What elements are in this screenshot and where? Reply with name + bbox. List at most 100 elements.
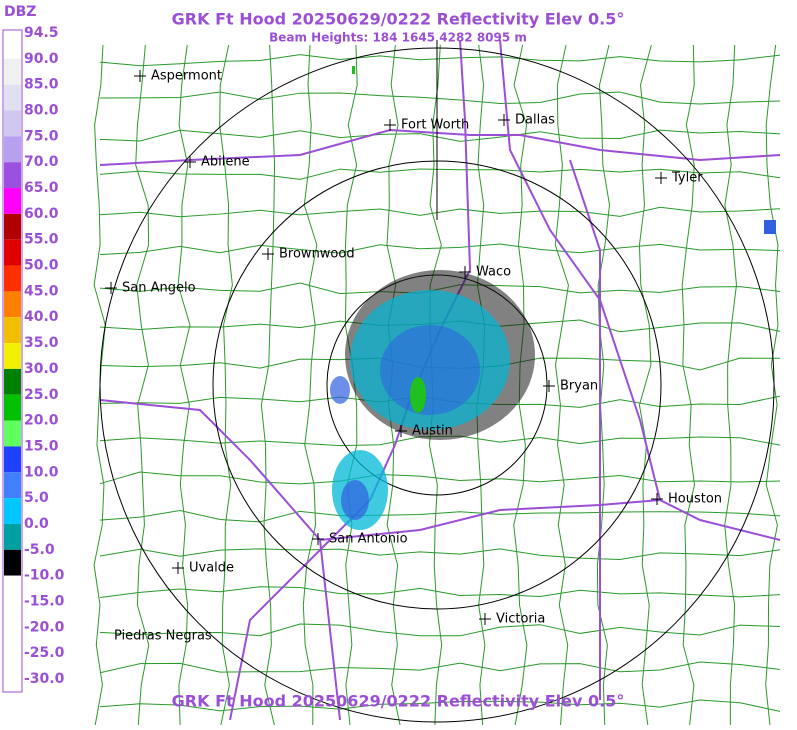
echoes xyxy=(330,66,776,530)
legend-unit: DBZ xyxy=(4,4,36,20)
county-line xyxy=(554,44,569,726)
highways xyxy=(99,39,781,721)
legend-swatch xyxy=(4,446,21,473)
legend-label: 20.0 xyxy=(24,413,59,429)
city-label: Waco xyxy=(476,265,511,280)
county-line xyxy=(302,44,318,726)
legend-swatch xyxy=(4,136,21,163)
legend-swatch xyxy=(4,213,21,240)
legend-label: 10.0 xyxy=(24,464,59,480)
legend-label: 55.0 xyxy=(24,232,59,248)
legend-label: 60.0 xyxy=(24,206,59,222)
city-marker xyxy=(312,533,324,545)
legend-swatch xyxy=(4,472,21,499)
city-marker xyxy=(172,562,184,574)
county-line xyxy=(99,168,781,180)
legend-label: -10.0 xyxy=(24,568,65,584)
legend-label: 70.0 xyxy=(24,154,59,170)
legend-swatch xyxy=(4,368,21,395)
legend-label: 45.0 xyxy=(24,283,59,299)
city-marker xyxy=(498,114,510,126)
city-label: Tyler xyxy=(671,171,703,186)
legend-swatch xyxy=(4,420,21,447)
city-marker xyxy=(134,70,146,82)
legend-label: 5.0 xyxy=(24,490,49,506)
legend-swatch xyxy=(4,523,21,550)
city-label: Uvalde xyxy=(189,561,234,576)
county-line xyxy=(99,243,781,256)
city-label: Brownwood xyxy=(279,247,355,262)
county-line xyxy=(99,510,781,523)
legend-swatch xyxy=(4,575,21,602)
legend-label: 75.0 xyxy=(24,128,59,144)
legend-label: 65.0 xyxy=(24,180,59,196)
legend-swatch xyxy=(4,549,21,576)
legend-swatch xyxy=(4,394,21,421)
legend-label: 80.0 xyxy=(24,103,59,119)
city-marker xyxy=(384,119,396,131)
legend-swatch xyxy=(4,188,21,214)
legend-label: 0.0 xyxy=(24,516,49,532)
legend-label: -5.0 xyxy=(24,542,55,558)
county-line xyxy=(99,471,781,485)
legend-swatch xyxy=(4,653,21,679)
city-marker xyxy=(262,248,274,260)
city-marker xyxy=(184,156,196,168)
legend-swatch xyxy=(4,291,21,318)
city-marker xyxy=(651,493,663,505)
county-line xyxy=(99,699,781,712)
legend: 94.5 90.0 85.0 80.0 75.0 70.0 65.0 60.0 55.0 50.0… xyxy=(2,25,65,693)
legend-swatch xyxy=(4,84,21,111)
legend-swatch xyxy=(4,498,21,524)
legend-swatch xyxy=(4,265,21,292)
legend-label: -25.0 xyxy=(24,645,65,661)
city-label: Abilene xyxy=(201,155,250,170)
legend-label: 35.0 xyxy=(24,335,59,351)
city-label: Piedras Negras xyxy=(114,629,212,644)
city-marker xyxy=(459,266,471,278)
legend-swatch xyxy=(4,601,21,628)
legend-label: -20.0 xyxy=(24,619,65,635)
subtitle: Beam Heights: 184 1645 4282 8095 m xyxy=(269,31,527,45)
legend-frame xyxy=(2,29,23,693)
legend-label: 94.5 xyxy=(24,25,59,41)
city-label: Aspermont xyxy=(151,69,222,84)
city-marker xyxy=(105,282,117,294)
county-line xyxy=(135,44,150,726)
city-marker xyxy=(655,172,667,184)
legend-label: 25.0 xyxy=(24,387,59,403)
county-line xyxy=(260,44,276,726)
county-line xyxy=(99,586,781,598)
county-line xyxy=(638,44,652,726)
city-label: Dallas xyxy=(515,113,555,128)
legend-swatch xyxy=(4,317,21,344)
legend-label: 30.0 xyxy=(24,361,59,377)
footer: GRK Ft Hood 20250629/0222 Reflectivity E… xyxy=(172,692,625,711)
city-label: San Antonio xyxy=(329,532,408,547)
legend-label: 90.0 xyxy=(24,51,59,67)
city-label: Houston xyxy=(668,492,722,507)
city-marker xyxy=(395,425,407,437)
city-label: Austin xyxy=(412,424,453,439)
legend-swatch xyxy=(4,343,21,369)
legend-swatch xyxy=(4,239,21,266)
city-marker xyxy=(479,613,491,625)
city-marker xyxy=(543,380,555,392)
title: GRK Ft Hood 20250629/0222 Reflectivity E… xyxy=(172,10,625,29)
county-line xyxy=(99,548,781,560)
legend-swatch xyxy=(4,627,21,654)
county-line xyxy=(99,54,781,67)
county-line xyxy=(99,661,781,674)
county-line xyxy=(99,206,781,218)
legend-label: 15.0 xyxy=(24,438,59,454)
city-label: Fort Worth xyxy=(401,118,469,133)
legend-label: -15.0 xyxy=(24,593,65,609)
legend-label: -30.0 xyxy=(24,671,65,687)
legend-swatch xyxy=(4,58,21,85)
legend-swatch xyxy=(4,162,21,189)
legend-label: 40.0 xyxy=(24,309,59,325)
legend-label: 50.0 xyxy=(24,258,59,274)
legend-label: 85.0 xyxy=(24,77,59,93)
cities: Aspermont Fort Worth Dallas Abilene Tyler Bro… xyxy=(105,69,722,644)
city-label: Victoria xyxy=(496,612,545,627)
